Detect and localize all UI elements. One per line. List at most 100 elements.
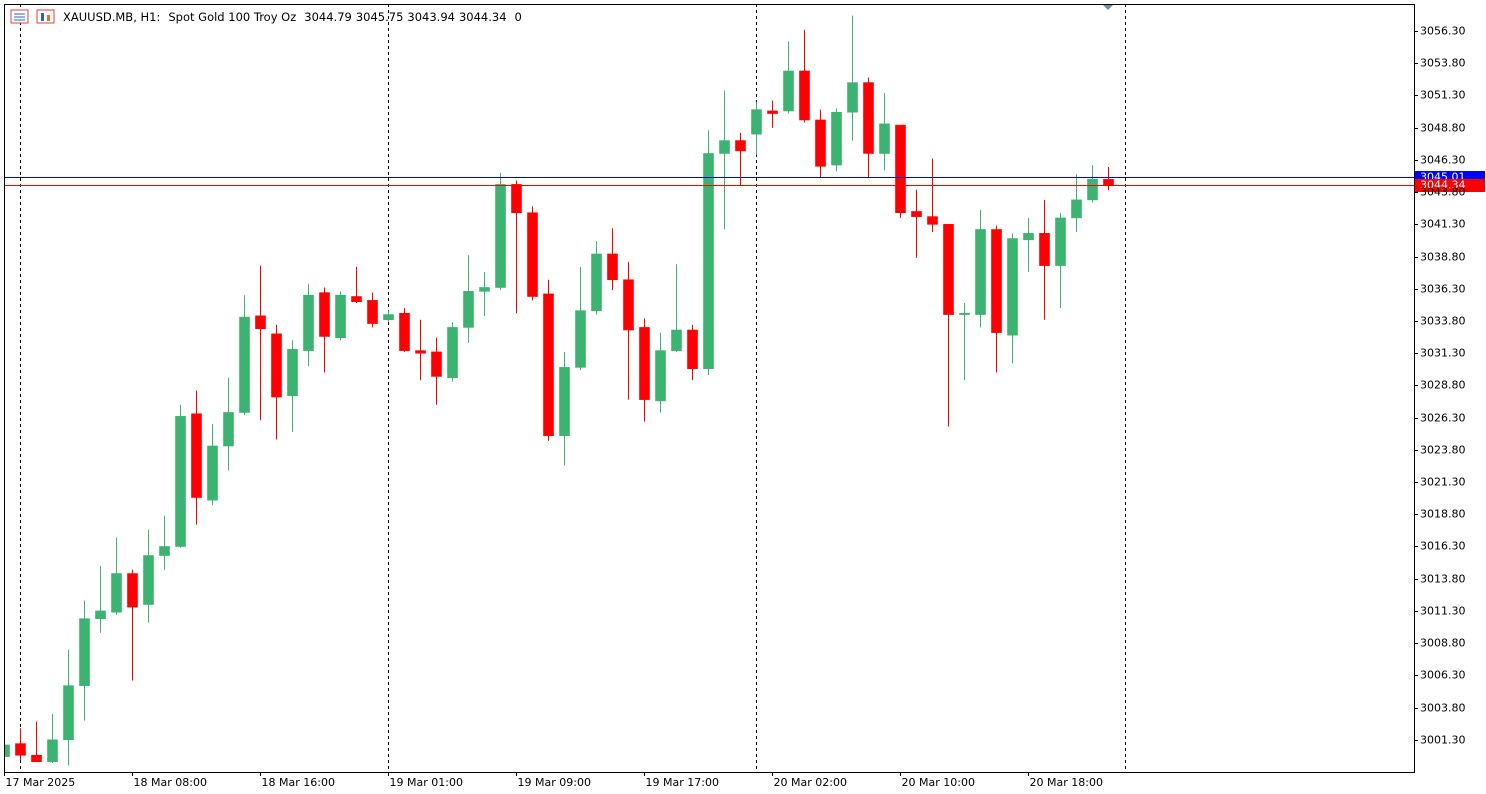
- candle-body: [255, 315, 266, 330]
- y-tick-label: 3023.80: [1420, 444, 1466, 457]
- description: Spot Gold 100 Troy Oz: [168, 10, 296, 24]
- candle-body: [367, 300, 378, 324]
- y-tick-label: 3056.30: [1420, 25, 1466, 38]
- candle-body: [911, 211, 922, 217]
- price-label-box: [1415, 179, 1485, 192]
- y-tick-label: 3051.30: [1420, 89, 1466, 102]
- candle-body: [447, 327, 458, 378]
- axes: 3001.30 3003.80 3006.30 3008.80 3011.30 3013.…: [4, 25, 1466, 789]
- candle-body: [735, 140, 746, 152]
- candle-body: [63, 685, 74, 741]
- candle-body: [351, 296, 362, 302]
- y-tick-label: 3053.80: [1420, 57, 1466, 70]
- x-tick-label: 20 Mar 18:00: [1030, 776, 1103, 789]
- candle-body: [79, 618, 90, 686]
- candle-body: [863, 82, 874, 154]
- candle-body: [271, 333, 282, 398]
- y-tick-label: 3011.30: [1420, 605, 1466, 618]
- x-tick-label: 20 Mar 02:00: [774, 776, 847, 789]
- y-tick-label: 3016.30: [1420, 540, 1466, 553]
- candle-body: [479, 287, 490, 292]
- y-tick-label: 3048.80: [1420, 122, 1466, 135]
- candle-body: [143, 555, 154, 605]
- candle-body: [847, 82, 858, 113]
- candle-body: [559, 367, 570, 436]
- candle-body: [319, 292, 330, 337]
- candle-body: [815, 119, 826, 167]
- y-tick-label: 3021.30: [1420, 476, 1466, 489]
- candle-body: [991, 229, 1002, 333]
- x-tick-label: 18 Mar 16:00: [262, 776, 335, 789]
- candle-body: [335, 294, 346, 339]
- candle-body: [783, 70, 794, 112]
- y-tick-label: 3013.80: [1420, 573, 1466, 586]
- candle-body: [175, 416, 186, 547]
- candle-body: [383, 314, 394, 321]
- candle-body: [399, 312, 410, 351]
- candle-body: [767, 110, 778, 114]
- shift-marker: [1103, 5, 1113, 10]
- last-close: 3044.34: [459, 10, 507, 24]
- candle-body: [927, 216, 938, 225]
- candle-body: [655, 350, 666, 402]
- x-tick-label: 17 Mar 2025: [6, 776, 76, 789]
- price-label: 3044.34: [1420, 179, 1466, 192]
- candles: [4, 15, 1114, 766]
- volume: 0: [515, 10, 522, 24]
- candle-body: [1055, 217, 1066, 266]
- candle-body: [1023, 233, 1034, 241]
- candle-body: [159, 546, 170, 556]
- candle-body: [687, 329, 698, 369]
- last-low: 3043.94: [407, 10, 455, 24]
- y-tick-label: 3031.30: [1420, 347, 1466, 360]
- candle-body: [223, 412, 234, 447]
- candle-body: [239, 316, 250, 413]
- candle-body: [943, 224, 954, 315]
- candle-body: [799, 70, 810, 121]
- candle-body: [95, 610, 106, 619]
- y-tick-label: 3046.30: [1420, 154, 1466, 167]
- candle-body: [495, 184, 506, 288]
- y-tick-label: 3008.80: [1420, 637, 1466, 650]
- last-high: 3045.75: [356, 10, 404, 24]
- icon-bar: [41, 13, 44, 21]
- y-tick-label: 3001.30: [1420, 734, 1466, 747]
- icon-bar: [47, 15, 50, 21]
- candle-body: [415, 350, 426, 354]
- y-tick-label: 3041.30: [1420, 218, 1466, 231]
- candle-body: [111, 573, 122, 613]
- candle-body: [639, 327, 650, 400]
- icon: [36, 9, 55, 24]
- y-tick-label: 3033.80: [1420, 315, 1466, 328]
- candle-body: [719, 140, 730, 154]
- candle-body: [671, 329, 682, 351]
- candle-body: [1071, 199, 1082, 219]
- x-tick-label: 19 Mar 17:00: [646, 776, 719, 789]
- candle-body: [191, 413, 202, 498]
- last-open: 3044.79: [304, 10, 352, 24]
- y-tick-label: 3018.80: [1420, 508, 1466, 521]
- candle-body: [431, 351, 442, 377]
- x-tick-label: 18 Mar 08:00: [134, 776, 207, 789]
- candle-body: [879, 123, 890, 154]
- candle-body: [287, 349, 298, 397]
- candle-body: [463, 291, 474, 328]
- candle-body: [303, 294, 314, 351]
- chart-header: XAUUSD.MB, H1: Spot Gold 100 Troy Oz 3044.…: [63, 10, 522, 24]
- candle-body: [623, 279, 634, 331]
- symbol: XAUUSD.MB, H1:: [63, 10, 160, 24]
- candle-body: [47, 739, 58, 762]
- candle-body: [31, 754, 42, 762]
- candle-body: [15, 743, 26, 756]
- y-tick-label: 3036.30: [1420, 283, 1466, 296]
- candle-body: [831, 111, 842, 166]
- candle-body: [607, 253, 618, 281]
- y-tick-label: 3028.80: [1420, 379, 1466, 392]
- candle-body: [127, 573, 138, 608]
- candle-body: [207, 445, 218, 501]
- candle-body: [1039, 233, 1050, 266]
- candle-body: [527, 212, 538, 297]
